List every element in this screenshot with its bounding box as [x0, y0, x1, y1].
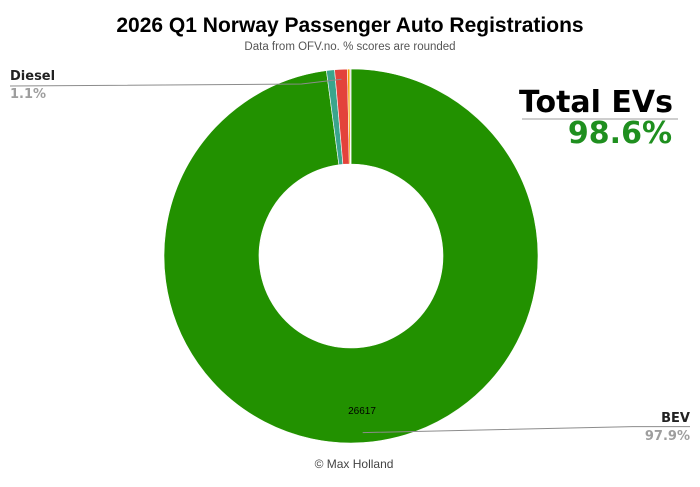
total-evs-label: Total EVs — [519, 85, 673, 120]
leader-line-diesel — [9, 78, 342, 87]
donut-slices — [163, 68, 539, 444]
slice-bev — [163, 68, 539, 444]
leader-line-bev — [362, 426, 690, 434]
callout-label-diesel: Diesel — [10, 69, 55, 84]
callout-leaders — [9, 78, 690, 434]
chart-title: 2026 Q1 Norway Passenger Auto Registrati… — [116, 14, 583, 37]
credit-text: © Max Holland — [315, 457, 394, 471]
callout-label-bev: BEV — [661, 411, 690, 426]
chart-subtitle: Data from OFV.no. % scores are rounded — [244, 41, 455, 53]
callout-percent-diesel: 1.1% — [10, 87, 46, 102]
callout-percent-bev: 97.9% — [645, 429, 690, 444]
total-evs-value: 98.6% — [568, 116, 672, 151]
data-label-bev: 26617 — [348, 406, 376, 417]
slice-other — [349, 68, 352, 165]
